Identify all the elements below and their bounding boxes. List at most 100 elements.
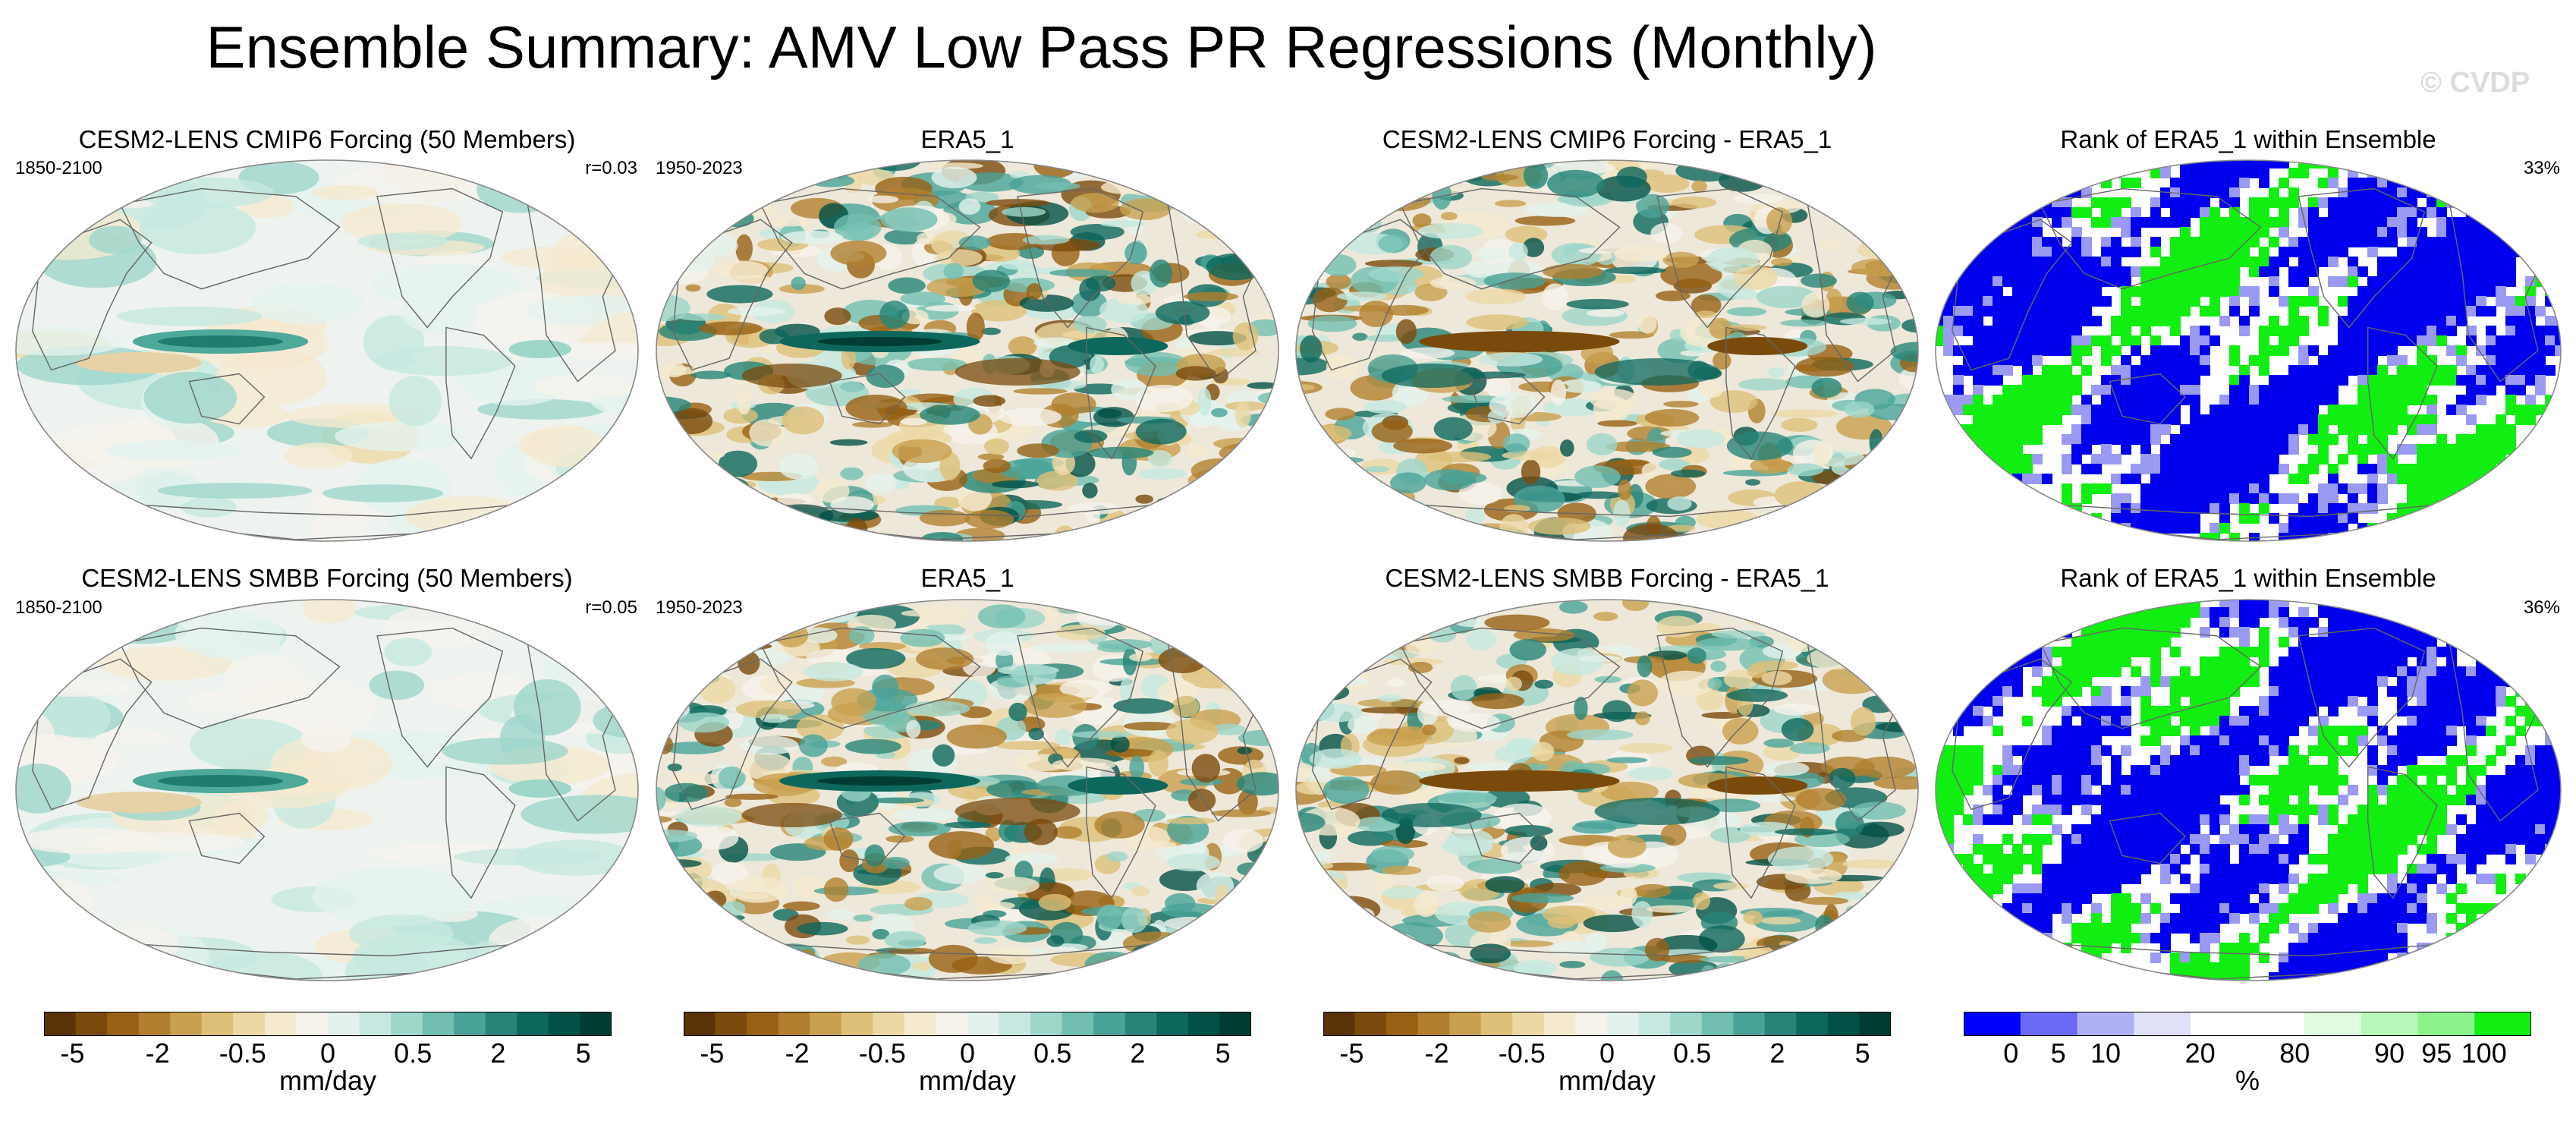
colorbar-swatch (1449, 1012, 1482, 1036)
panel-stat-label: r=0.03 (585, 158, 637, 178)
colorbar-tick-label: -2 (145, 1038, 170, 1069)
colorbar-swatch (1480, 1012, 1513, 1036)
colorbar-tick-label: 0.5 (1033, 1038, 1072, 1069)
map-field (1936, 160, 2561, 541)
panel-title: CESM2-LENS SMBB Forcing (50 Members) (81, 564, 573, 592)
world-map-rank (1935, 159, 2562, 542)
panel-stat-label: 36% (2523, 597, 2560, 618)
colorbar-tick-label: 5 (1854, 1038, 1870, 1069)
colorbar-tick-label: -0.5 (858, 1038, 906, 1069)
colorbar-tick-label: 0 (319, 1038, 336, 1069)
colorbar-swatch (107, 1012, 140, 1036)
colorbar-swatch (1964, 1012, 2021, 1036)
colorbar-swatch (904, 1012, 936, 1036)
panel-title: CESM2-LENS CMIP6 Forcing (50 Members) (78, 125, 576, 153)
colorbar-swatch (1156, 1012, 1189, 1036)
colorbar-tick-label: 80 (2279, 1038, 2310, 1069)
colorbar-swatch (233, 1012, 266, 1036)
colorbar-swatch (328, 1012, 360, 1036)
colorbar-swatch (747, 1012, 779, 1036)
colorbar-swatch (1187, 1012, 1220, 1036)
colorbar-tick-label: 0 (2003, 1038, 2019, 1069)
colorbar-swatch (1796, 1012, 1829, 1036)
colorbar-tick-label: 10 (2090, 1038, 2122, 1069)
colorbar-tick-label: -5 (1339, 1038, 1364, 1069)
colorbar-swatch (1062, 1012, 1094, 1036)
colorbar-tick-label: -5 (60, 1038, 85, 1069)
colorbar-swatch (485, 1012, 517, 1036)
colorbar-swatch (1030, 1012, 1063, 1036)
panel-title: ERA5_1 (920, 125, 1014, 153)
colorbar-swatch (517, 1012, 549, 1036)
colorbar-tick-label: 2 (1769, 1038, 1785, 1069)
panel-title: CESM2-LENS SMBB Forcing - ERA5_1 (1385, 564, 1829, 592)
colorbar (684, 1012, 1251, 1036)
colorbar-swatch (580, 1012, 612, 1036)
map-border (656, 599, 1279, 981)
colorbar-swatch (391, 1012, 423, 1036)
panel-title: Rank of ERA5_1 within Ensemble (2060, 125, 2436, 153)
colorbar-swatch (873, 1012, 905, 1036)
colorbar-swatch (454, 1012, 486, 1036)
colorbar-tick-label: 90 (2373, 1038, 2405, 1069)
world-map-obs (656, 159, 1279, 542)
colorbar-swatch (1354, 1012, 1387, 1036)
colorbar-swatch (2417, 1012, 2475, 1036)
colorbar-swatch (1219, 1012, 1251, 1036)
panel-title: ERA5_1 (920, 564, 1014, 592)
colorbar-tick-label: -0.5 (219, 1038, 266, 1069)
colorbar-swatch (1701, 1012, 1734, 1036)
colorbar-swatch (1093, 1012, 1126, 1036)
colorbar-swatch (44, 1012, 77, 1036)
colorbar-tick-label: -5 (700, 1038, 725, 1069)
watermark-text: © CVDP (2420, 67, 2530, 99)
map-border (1295, 599, 1919, 981)
colorbar-tick-label: 95 (2421, 1038, 2452, 1069)
colorbar-swatch (999, 1012, 1031, 1036)
colorbar-tick-label: 0 (959, 1038, 976, 1069)
panel-period-label: 1950-2023 (656, 158, 743, 178)
colorbar-swatch (1543, 1012, 1576, 1036)
map-border (1935, 599, 2562, 981)
map-border (1295, 159, 1919, 542)
colorbar-swatch (2191, 1012, 2248, 1036)
figure-title: Ensemble Summary: AMV Low Pass PR Regres… (206, 14, 1877, 80)
colorbar-swatch (75, 1012, 108, 1036)
colorbar-swatch (1607, 1012, 1640, 1036)
colorbar-tick-label: -2 (1424, 1038, 1449, 1069)
panel-period-label: 1850-2100 (15, 158, 102, 178)
colorbar-units-label: mm/day (1558, 1065, 1656, 1096)
map-border (15, 599, 639, 981)
colorbar-swatch (170, 1012, 203, 1036)
colorbar-swatch (264, 1012, 297, 1036)
colorbar-units-label: mm/day (918, 1065, 1017, 1096)
colorbar-swatch (967, 1012, 1000, 1036)
colorbar-tick-label: 0 (1599, 1038, 1615, 1069)
panel-title: Rank of ERA5_1 within Ensemble (2060, 564, 2436, 592)
world-map-diff (1295, 599, 1919, 981)
colorbar-swatch (1124, 1012, 1157, 1036)
colorbar-tick-label: 100 (2461, 1038, 2507, 1069)
panel-stat-label: r=0.05 (585, 597, 637, 618)
colorbar-tick-label: 0.5 (394, 1038, 432, 1069)
panel-title: CESM2-LENS CMIP6 Forcing - ERA5_1 (1382, 125, 1832, 153)
colorbar-swatch (359, 1012, 392, 1036)
colorbar-units-label: % (2235, 1065, 2260, 1096)
colorbar-swatch (1386, 1012, 1419, 1036)
colorbar-swatch (422, 1012, 454, 1036)
colorbar-tick-label: 2 (490, 1038, 506, 1069)
world-map-ensemble (15, 159, 639, 542)
colorbar-swatch (548, 1012, 580, 1036)
colorbar-swatch (201, 1012, 234, 1036)
panel-stat-label: 33% (2523, 158, 2560, 178)
colorbar-swatch (296, 1012, 329, 1036)
colorbar-swatch (1859, 1012, 1891, 1036)
colorbar-swatch (2134, 1012, 2191, 1036)
colorbar-tick-label: 5 (575, 1038, 591, 1069)
colorbar-tick-label: 0.5 (1673, 1038, 1712, 1069)
colorbar (1323, 1012, 1891, 1036)
colorbar (1964, 1012, 2531, 1036)
colorbar-swatch (936, 1012, 968, 1036)
colorbar-tick-label: 2 (1130, 1038, 1146, 1069)
colorbar-units-label: mm/day (278, 1065, 377, 1096)
